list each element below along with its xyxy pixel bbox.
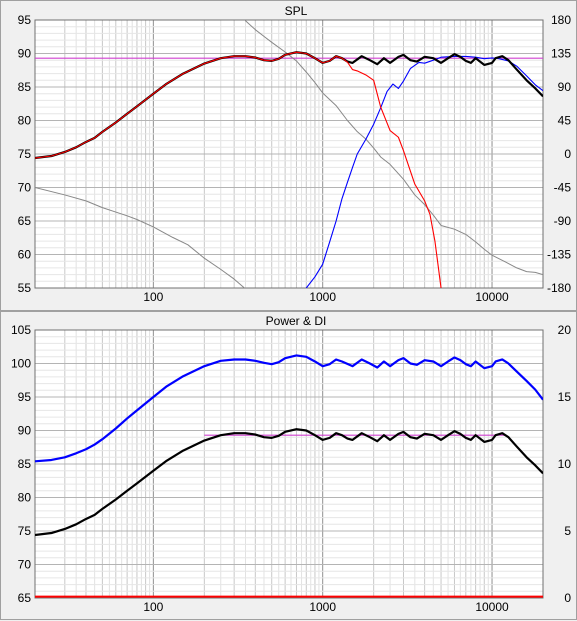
panel-separator: [1, 310, 577, 312]
x-tick-label: 100: [143, 600, 163, 614]
x-tick-label: 1000: [309, 290, 336, 304]
y-tick-label: 90: [18, 424, 32, 438]
y-tick-label: 70: [18, 181, 32, 195]
series-line-1: [35, 428, 543, 537]
grid: [35, 329, 543, 599]
y2-tick-label: 15: [558, 390, 572, 404]
y-tick-label: 65: [18, 214, 32, 228]
y2-tick-label: -180: [547, 281, 571, 295]
chart-title: SPL: [285, 4, 308, 18]
chart-title: Power & DI: [266, 314, 327, 328]
x-tick-label: 1000: [309, 600, 336, 614]
y-tick-label: 65: [18, 591, 32, 605]
y-tick-label: 80: [18, 491, 32, 505]
x-tick-label: 10000: [475, 600, 509, 614]
series-line-0: [35, 354, 543, 463]
y-tick-label: 70: [18, 558, 32, 572]
y2-tick-label: -45: [554, 181, 572, 195]
y-tick-label: 80: [18, 114, 32, 128]
y2-tick-label: 135: [551, 47, 571, 61]
x-tick-label: 10000: [475, 290, 509, 304]
y-tick-label: 90: [18, 47, 32, 61]
y-tick-label: 95: [18, 390, 32, 404]
y2-tick-label: 90: [558, 80, 572, 94]
plot-frame: [34, 19, 544, 289]
y-tick-label: 60: [18, 248, 32, 262]
y-tick-label: 85: [18, 80, 32, 94]
spl-chart: SPL 55 60 65 70 75 80 85 90 95 -180 -135 -90 -45 0 45 90…: [18, 4, 572, 304]
plot-frame: [34, 329, 544, 599]
y2-tick-label: -135: [547, 248, 571, 262]
y-tick-label: 75: [18, 524, 32, 538]
y2-tick-label: 10: [558, 457, 572, 471]
x-tick-label: 100: [143, 290, 163, 304]
power-di-chart: Power & DI 65 70 75 80 85 90 95 100 105 0 5 10 15 20 10…: [11, 314, 572, 614]
y-tick-label: 55: [18, 281, 32, 295]
series-line-0: [35, 51, 442, 288]
y2-tick-label: 0: [564, 147, 571, 161]
y-tick-label: 85: [18, 457, 32, 471]
y-tick-label: 100: [11, 357, 31, 371]
y-tick-label: 75: [18, 147, 32, 161]
grid: [35, 19, 543, 289]
y-tick-label: 95: [18, 13, 32, 27]
y2-tick-label: 5: [564, 524, 571, 538]
y2-tick-label: 20: [558, 323, 572, 337]
y2-tick-label: -90: [554, 214, 572, 228]
y-tick-label: 105: [11, 323, 31, 337]
y2-tick-label: 45: [558, 114, 572, 128]
y2-tick-label: 0: [564, 591, 571, 605]
y2-tick-label: 180: [551, 13, 571, 27]
